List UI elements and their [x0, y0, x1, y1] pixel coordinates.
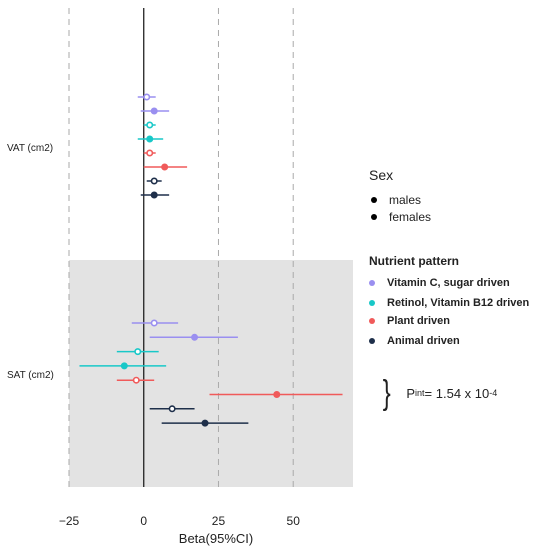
- x-tick-label: 50: [287, 514, 301, 528]
- point-estimate: [150, 107, 158, 115]
- p-interaction-sub: int: [415, 388, 425, 398]
- pattern-legend-title: Nutrient pattern: [369, 254, 459, 268]
- point-estimate: [150, 177, 158, 185]
- dot-icon: [369, 280, 375, 286]
- point-estimate: [168, 405, 176, 413]
- point-estimate: [191, 333, 199, 341]
- point-estimate: [161, 163, 169, 171]
- point-estimate: [120, 362, 128, 370]
- point-estimate: [146, 135, 154, 143]
- point-estimate: [134, 348, 142, 356]
- sex-legend-females-label: females: [389, 210, 432, 224]
- p-interaction-sup: -4: [489, 388, 498, 398]
- sex-legend-males: males: [371, 193, 421, 207]
- brace-icon: }: [382, 374, 391, 412]
- pattern-legend-label: Vitamin C, sugar driven: [387, 277, 510, 289]
- point-estimate: [143, 93, 151, 101]
- pattern-legend-item: Plant driven: [369, 315, 450, 327]
- dot-icon: [369, 318, 375, 324]
- point-estimate: [132, 376, 140, 384]
- p-interaction-value: = 1.54 x 10: [424, 385, 490, 401]
- pattern-legend-label: Plant driven: [387, 315, 450, 327]
- x-tick-label: 25: [212, 514, 226, 528]
- pattern-legend-item: Animal driven: [369, 335, 460, 347]
- sex-legend-females: females: [371, 210, 431, 224]
- dot-icon: [369, 338, 375, 344]
- sex-legend-title: Sex: [369, 167, 394, 183]
- x-tick-label: −25: [59, 514, 80, 528]
- point-estimate: [273, 390, 281, 398]
- point-estimate: [146, 121, 154, 129]
- filled-dot-icon: [371, 214, 377, 220]
- group-label: SAT (cm2): [7, 370, 54, 381]
- group-label: VAT (cm2): [7, 143, 53, 154]
- point-estimate: [146, 149, 154, 157]
- dot-icon: [369, 300, 375, 306]
- pattern-legend-item: Retinol, Vitamin B12 driven: [369, 297, 529, 309]
- pattern-legend-label: Animal driven: [387, 335, 460, 347]
- point-estimate: [150, 319, 158, 327]
- sex-legend-males-label: males: [389, 193, 422, 207]
- shaded-panel: [69, 260, 353, 487]
- pattern-legend-item: Vitamin C, sugar driven: [369, 277, 510, 289]
- point-estimate: [201, 419, 209, 427]
- pattern-legend-label: Retinol, Vitamin B12 driven: [387, 297, 530, 309]
- point-estimate: [150, 191, 158, 199]
- x-axis-label: Beta(95%CI): [179, 531, 253, 546]
- x-tick-label: 0: [140, 514, 147, 528]
- p-interaction-prefix: P: [406, 385, 416, 401]
- filled-dot-icon: [371, 197, 377, 203]
